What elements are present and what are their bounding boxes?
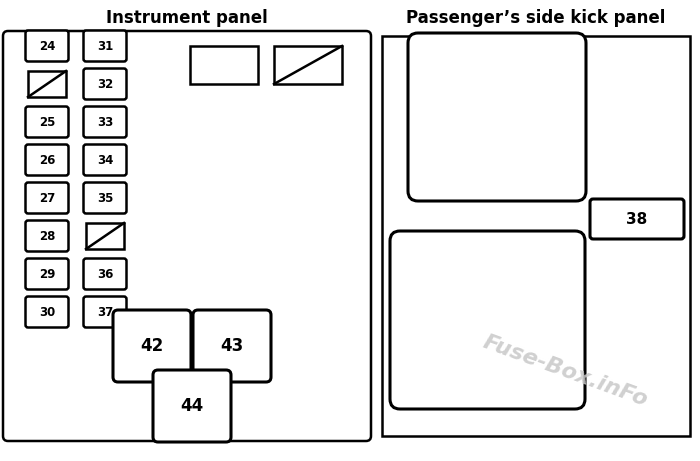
FancyBboxPatch shape xyxy=(83,144,127,176)
FancyBboxPatch shape xyxy=(25,296,69,327)
Text: 33: 33 xyxy=(97,116,113,129)
FancyBboxPatch shape xyxy=(83,183,127,213)
Text: 38: 38 xyxy=(626,212,648,226)
FancyBboxPatch shape xyxy=(113,310,191,382)
Text: 28: 28 xyxy=(38,230,55,242)
FancyBboxPatch shape xyxy=(3,31,371,441)
Text: 26: 26 xyxy=(38,154,55,166)
Text: 31: 31 xyxy=(97,40,113,53)
Text: Passenger’s side kick panel: Passenger’s side kick panel xyxy=(406,9,666,27)
FancyBboxPatch shape xyxy=(153,370,231,442)
FancyBboxPatch shape xyxy=(83,30,127,61)
Bar xyxy=(382,36,690,436)
Text: 42: 42 xyxy=(141,337,164,355)
Bar xyxy=(28,71,66,97)
Text: 29: 29 xyxy=(38,267,55,280)
FancyBboxPatch shape xyxy=(83,296,127,327)
Bar xyxy=(86,223,124,249)
Text: 25: 25 xyxy=(38,116,55,129)
Text: 27: 27 xyxy=(39,191,55,205)
FancyBboxPatch shape xyxy=(25,220,69,252)
Text: Fuse-Box.inFo: Fuse-Box.inFo xyxy=(480,332,650,410)
FancyBboxPatch shape xyxy=(25,30,69,61)
FancyBboxPatch shape xyxy=(193,310,271,382)
FancyBboxPatch shape xyxy=(25,144,69,176)
FancyBboxPatch shape xyxy=(83,69,127,100)
Text: 32: 32 xyxy=(97,77,113,90)
Text: 36: 36 xyxy=(97,267,113,280)
Text: 24: 24 xyxy=(38,40,55,53)
FancyBboxPatch shape xyxy=(83,259,127,290)
FancyBboxPatch shape xyxy=(408,33,586,201)
Text: 37: 37 xyxy=(97,306,113,319)
Bar xyxy=(274,46,342,84)
Bar xyxy=(190,46,258,84)
Text: 35: 35 xyxy=(97,191,113,205)
FancyBboxPatch shape xyxy=(25,183,69,213)
Text: 34: 34 xyxy=(97,154,113,166)
Text: Instrument panel: Instrument panel xyxy=(106,9,268,27)
FancyBboxPatch shape xyxy=(590,199,684,239)
FancyBboxPatch shape xyxy=(25,259,69,290)
FancyBboxPatch shape xyxy=(83,106,127,137)
Text: 30: 30 xyxy=(39,306,55,319)
FancyBboxPatch shape xyxy=(390,231,585,409)
FancyBboxPatch shape xyxy=(25,106,69,137)
Text: 43: 43 xyxy=(220,337,244,355)
Text: 44: 44 xyxy=(181,397,204,415)
